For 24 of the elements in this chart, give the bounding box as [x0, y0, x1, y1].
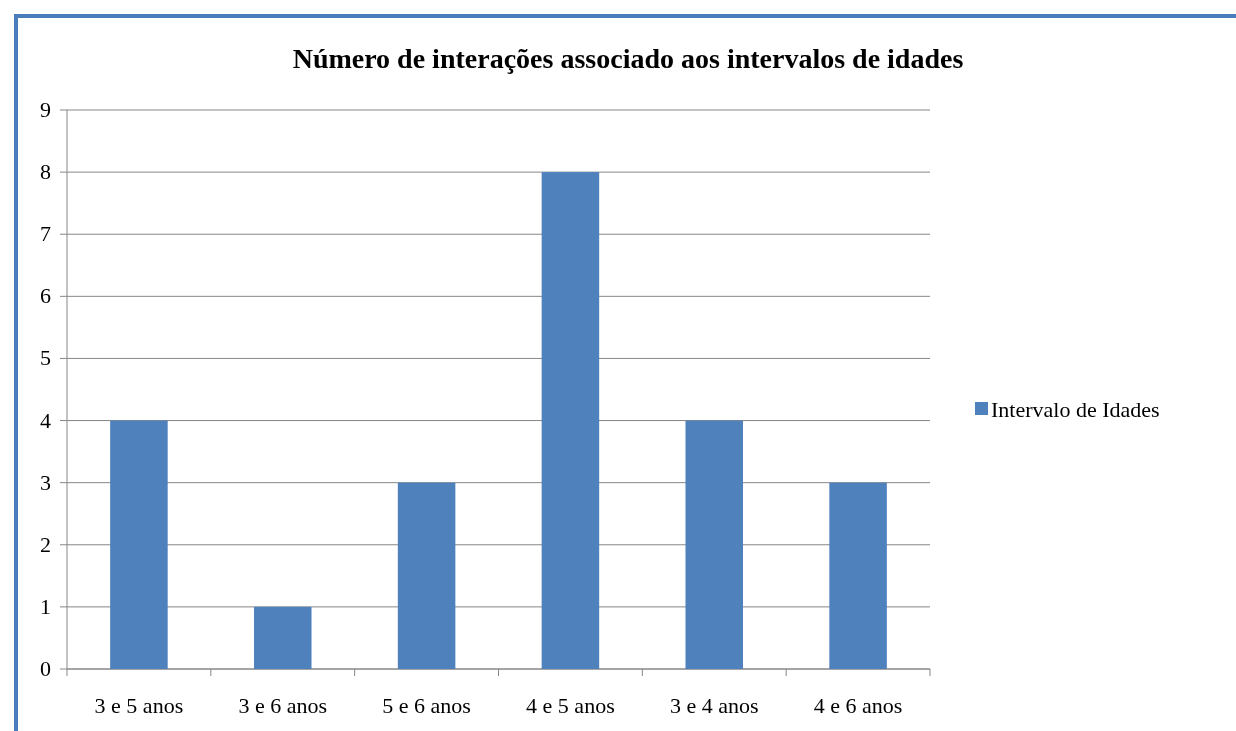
x-tick-label: 3 e 5 anos	[94, 693, 184, 718]
y-tick-label: 5	[40, 345, 51, 371]
legend-label: Intervalo de Idades	[991, 397, 1160, 422]
bar	[541, 172, 600, 669]
y-tick-label: 1	[40, 593, 51, 619]
bar	[253, 606, 312, 669]
y-tick-label: 7	[40, 221, 51, 247]
x-tick-label: 3 e 4 anos	[669, 693, 759, 718]
bar	[110, 420, 168, 669]
y-tick-label: 6	[40, 283, 51, 309]
x-tick-label: 5 e 6 anos	[382, 693, 471, 718]
y-tick-label: 9	[40, 97, 51, 122]
bar	[397, 482, 456, 669]
y-tick-label: 3	[40, 469, 51, 495]
x-tick-label: 4 e 5 anos	[526, 693, 615, 718]
bar	[829, 482, 887, 669]
y-tick-label: 2	[40, 531, 51, 557]
x-tick-label: 3 e 6 anos	[238, 693, 328, 718]
y-tick-label: 8	[40, 159, 51, 185]
x-tick-label: 4 e 6 anos	[813, 693, 903, 718]
y-tick-label: 0	[40, 656, 51, 681]
chart-title: Número de interações associado aos intervalos de idades	[292, 43, 964, 74]
y-tick-label: 4	[40, 407, 51, 433]
bar	[685, 420, 744, 669]
